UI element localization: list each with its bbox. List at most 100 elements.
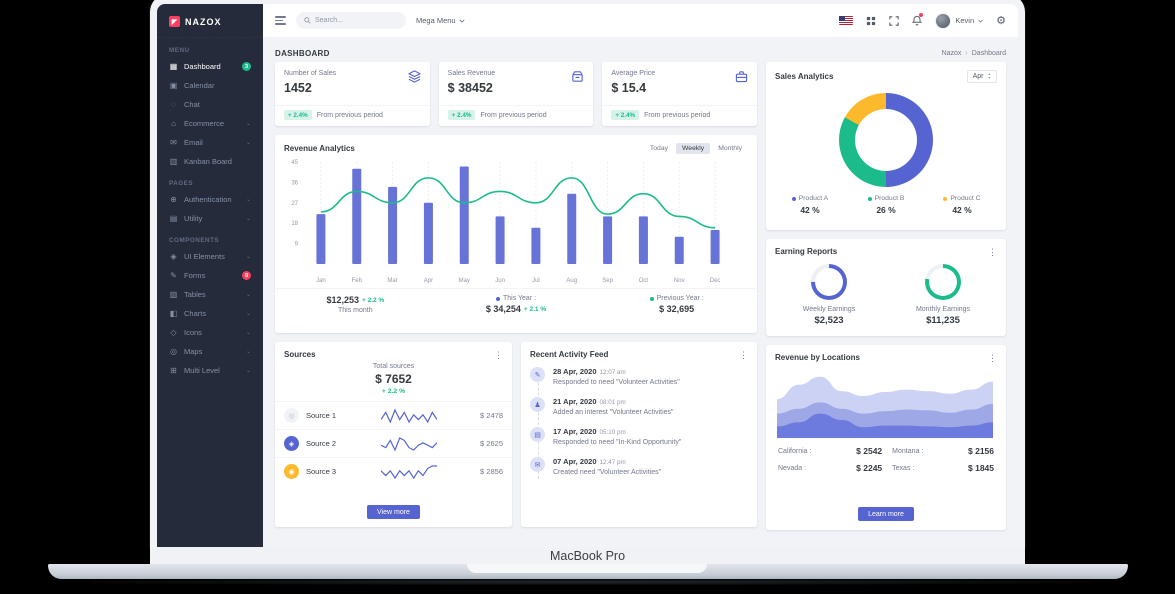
- locations-area-chart[interactable]: [766, 362, 1006, 438]
- revenue-by-locations-card: Revenue by Locations ⋮ California : $ 254…: [766, 345, 1006, 530]
- svg-text:Oct: Oct: [639, 278, 649, 284]
- sidebar-item-multi-level[interactable]: ⊞ Multi Level ⌄: [157, 361, 263, 380]
- svg-text:Mar: Mar: [387, 278, 397, 284]
- sidebar-item-utility[interactable]: ▤ Utility ⌄: [157, 209, 263, 228]
- chevron-down-icon: ⌄: [245, 330, 251, 336]
- sidebar-item-email[interactable]: ✉ Email ⌄: [157, 133, 263, 152]
- legend-item: Product C 42 %: [924, 195, 1000, 215]
- sales-donut-chart[interactable]: [839, 93, 933, 187]
- search-icon: [304, 17, 311, 24]
- kanban-icon: ▥: [169, 157, 178, 166]
- svg-text:Nov: Nov: [674, 278, 685, 284]
- sidebar-item-ui-elements[interactable]: ◈ UI Elements ⌄: [157, 247, 263, 266]
- laptop-shadow: [90, 579, 1090, 585]
- tab-monthly[interactable]: Monthly: [718, 145, 742, 152]
- stat-value: 1452: [284, 81, 312, 95]
- source-row[interactable]: ◎ Source 1 $ 2478: [275, 401, 512, 429]
- previous-year-dot: [649, 296, 654, 301]
- svg-text:45: 45: [291, 160, 298, 166]
- learn-more-button[interactable]: Learn more: [858, 507, 914, 521]
- user-menu[interactable]: Kevin: [935, 12, 983, 29]
- brand-logo-icon: ◤: [169, 16, 180, 27]
- stat-title: Sales Revenue: [447, 70, 496, 77]
- breadcrumb-root[interactable]: Nazox: [941, 49, 962, 57]
- breadcrumb-current: Dashboard: [971, 49, 1006, 57]
- earning-items: Weekly Earnings $2,523 Monthly Earnings $11…: [766, 256, 1006, 336]
- chevron-down-icon: ⌄: [245, 292, 251, 298]
- sidebar-item-label: UI Elements: [184, 252, 225, 261]
- apps-grid-icon[interactable]: [866, 16, 876, 26]
- view-more-button[interactable]: View more: [367, 505, 420, 519]
- chevron-down-icon: ⌄: [245, 121, 251, 127]
- earning-item: Weekly Earnings $2,523: [772, 264, 886, 326]
- sidebar-item-kanban-board[interactable]: ▥ Kanban Board: [157, 152, 263, 171]
- store-icon: [571, 70, 584, 95]
- stat-value: $ 38452: [447, 81, 493, 95]
- sidebar-badge: 3: [242, 62, 251, 71]
- sidebar-item-chat[interactable]: ◌ Chat: [157, 95, 263, 114]
- sidebar-item-maps[interactable]: ◎ Maps ⌄: [157, 342, 263, 361]
- legend-item: Product B 26 %: [848, 195, 924, 215]
- kebab-menu-icon[interactable]: ⋮: [988, 352, 997, 363]
- sidebar-item-tables[interactable]: ▧ Tables ⌄: [157, 285, 263, 304]
- stat-delta-badge: + 2.4%: [611, 110, 640, 120]
- mega-menu-button[interactable]: Mega Menu: [416, 16, 465, 25]
- sales-analytics-card: Sales Analytics Apr ▲ ▼ Product A 42 %: [766, 62, 1006, 230]
- page-title: DASHBOARD: [275, 48, 330, 58]
- fullscreen-icon[interactable]: [889, 15, 900, 26]
- card-title: Recent Activity Feed: [530, 350, 609, 359]
- sidebar-item-icons[interactable]: ◇ Icons ⌄: [157, 323, 263, 342]
- svg-text:Jan: Jan: [316, 278, 326, 284]
- sidebar-item-charts[interactable]: ◧ Charts ⌄: [157, 304, 263, 323]
- kebab-menu-icon[interactable]: ⋮: [988, 246, 997, 257]
- settings-gear-icon[interactable]: ⚙: [996, 15, 1006, 27]
- language-flag-icon[interactable]: [839, 16, 854, 25]
- sidebar-item-label: Tables: [184, 290, 206, 299]
- svg-text:Jun: Jun: [495, 278, 505, 284]
- sidebar-item-ecommerce[interactable]: ⌂ Ecommerce ⌄: [157, 114, 263, 133]
- sidebar-item-authentication[interactable]: ⊕ Authentication ⌄: [157, 190, 263, 209]
- sidebar-nav: MENU ▦ Dashboard 3 ▣ Calendar ◌ Chat ⌂ Ecommerce ⌄…: [157, 38, 263, 380]
- period-select[interactable]: Apr ▲ ▼: [966, 70, 997, 83]
- source-name: Source 3: [306, 467, 337, 476]
- activity-feed-card: Recent Activity Feed ⋮ ✎ 28 Apr, 2020 12:0…: [521, 342, 757, 527]
- notifications-bell-icon[interactable]: [912, 13, 924, 26]
- earning-label: Weekly Earnings: [802, 306, 856, 313]
- kebab-menu-icon[interactable]: ⋮: [494, 349, 503, 360]
- source-row[interactable]: ◈ Source 2 $ 2625: [275, 429, 512, 457]
- svg-text:Aug: Aug: [566, 278, 577, 284]
- feed-item: ▤ 17 Apr, 2020 05:10 pm Responded to need "…: [530, 427, 748, 446]
- card-title: Sources: [284, 350, 316, 359]
- chevron-down-icon: ⌄: [245, 197, 251, 203]
- location-label: California :: [778, 447, 812, 455]
- search-input[interactable]: Search...: [296, 12, 406, 29]
- revenue-analytics-chart[interactable]: 9 18 27 36 45 Jan Feb Mar Apr May Jun Jul Aug Sep Oct N…: [275, 154, 757, 286]
- source-sparkline: [355, 408, 462, 424]
- feed-time: 12:47 pm: [599, 459, 626, 466]
- kebab-menu-icon[interactable]: ⋮: [739, 349, 748, 360]
- tab-today[interactable]: Today: [649, 145, 669, 152]
- topbar: Search... Mega Menu: [263, 4, 1018, 37]
- month-delta: + 2.2 %: [361, 296, 385, 304]
- sidebar-item-forms[interactable]: ✎ Forms 8: [157, 266, 263, 285]
- feed-item: ✎ 28 Apr, 2020 12:07 am Responded to need "…: [530, 367, 748, 386]
- brand[interactable]: ◤ NAZOX: [157, 10, 263, 38]
- source-row[interactable]: ◉ Source 3 $ 2856: [275, 457, 512, 485]
- location-value: $ 2542: [856, 446, 883, 456]
- stat-title: Average Price: [611, 70, 656, 77]
- menu-toggle-icon[interactable]: [275, 16, 286, 25]
- sources-list: ◎ Source 1 $ 2478 ◈ Source 2 $ 2625 ◉ Source 3 $…: [275, 401, 512, 485]
- tab-weekly[interactable]: Weekly: [676, 143, 711, 154]
- source-sparkline: [355, 436, 462, 452]
- sidebar-item-dashboard[interactable]: ▦ Dashboard 3: [157, 57, 263, 76]
- sidebar-item-label: Multi Level: [184, 366, 220, 375]
- sidebar-section-label: MENU: [169, 47, 190, 54]
- stat-cards-row: Number of Sales 1452 + 2.4%: [275, 62, 758, 126]
- chat-icon: ◌: [171, 100, 176, 109]
- charts-icon: ◧: [169, 309, 178, 318]
- sidebar-item-calendar[interactable]: ▣ Calendar: [157, 76, 263, 95]
- legend-item: Product A 42 %: [772, 195, 848, 215]
- sidebar-item-label: Email: [184, 138, 203, 147]
- main-area: Search... Mega Menu: [263, 4, 1018, 547]
- user-name: Kevin: [955, 16, 975, 25]
